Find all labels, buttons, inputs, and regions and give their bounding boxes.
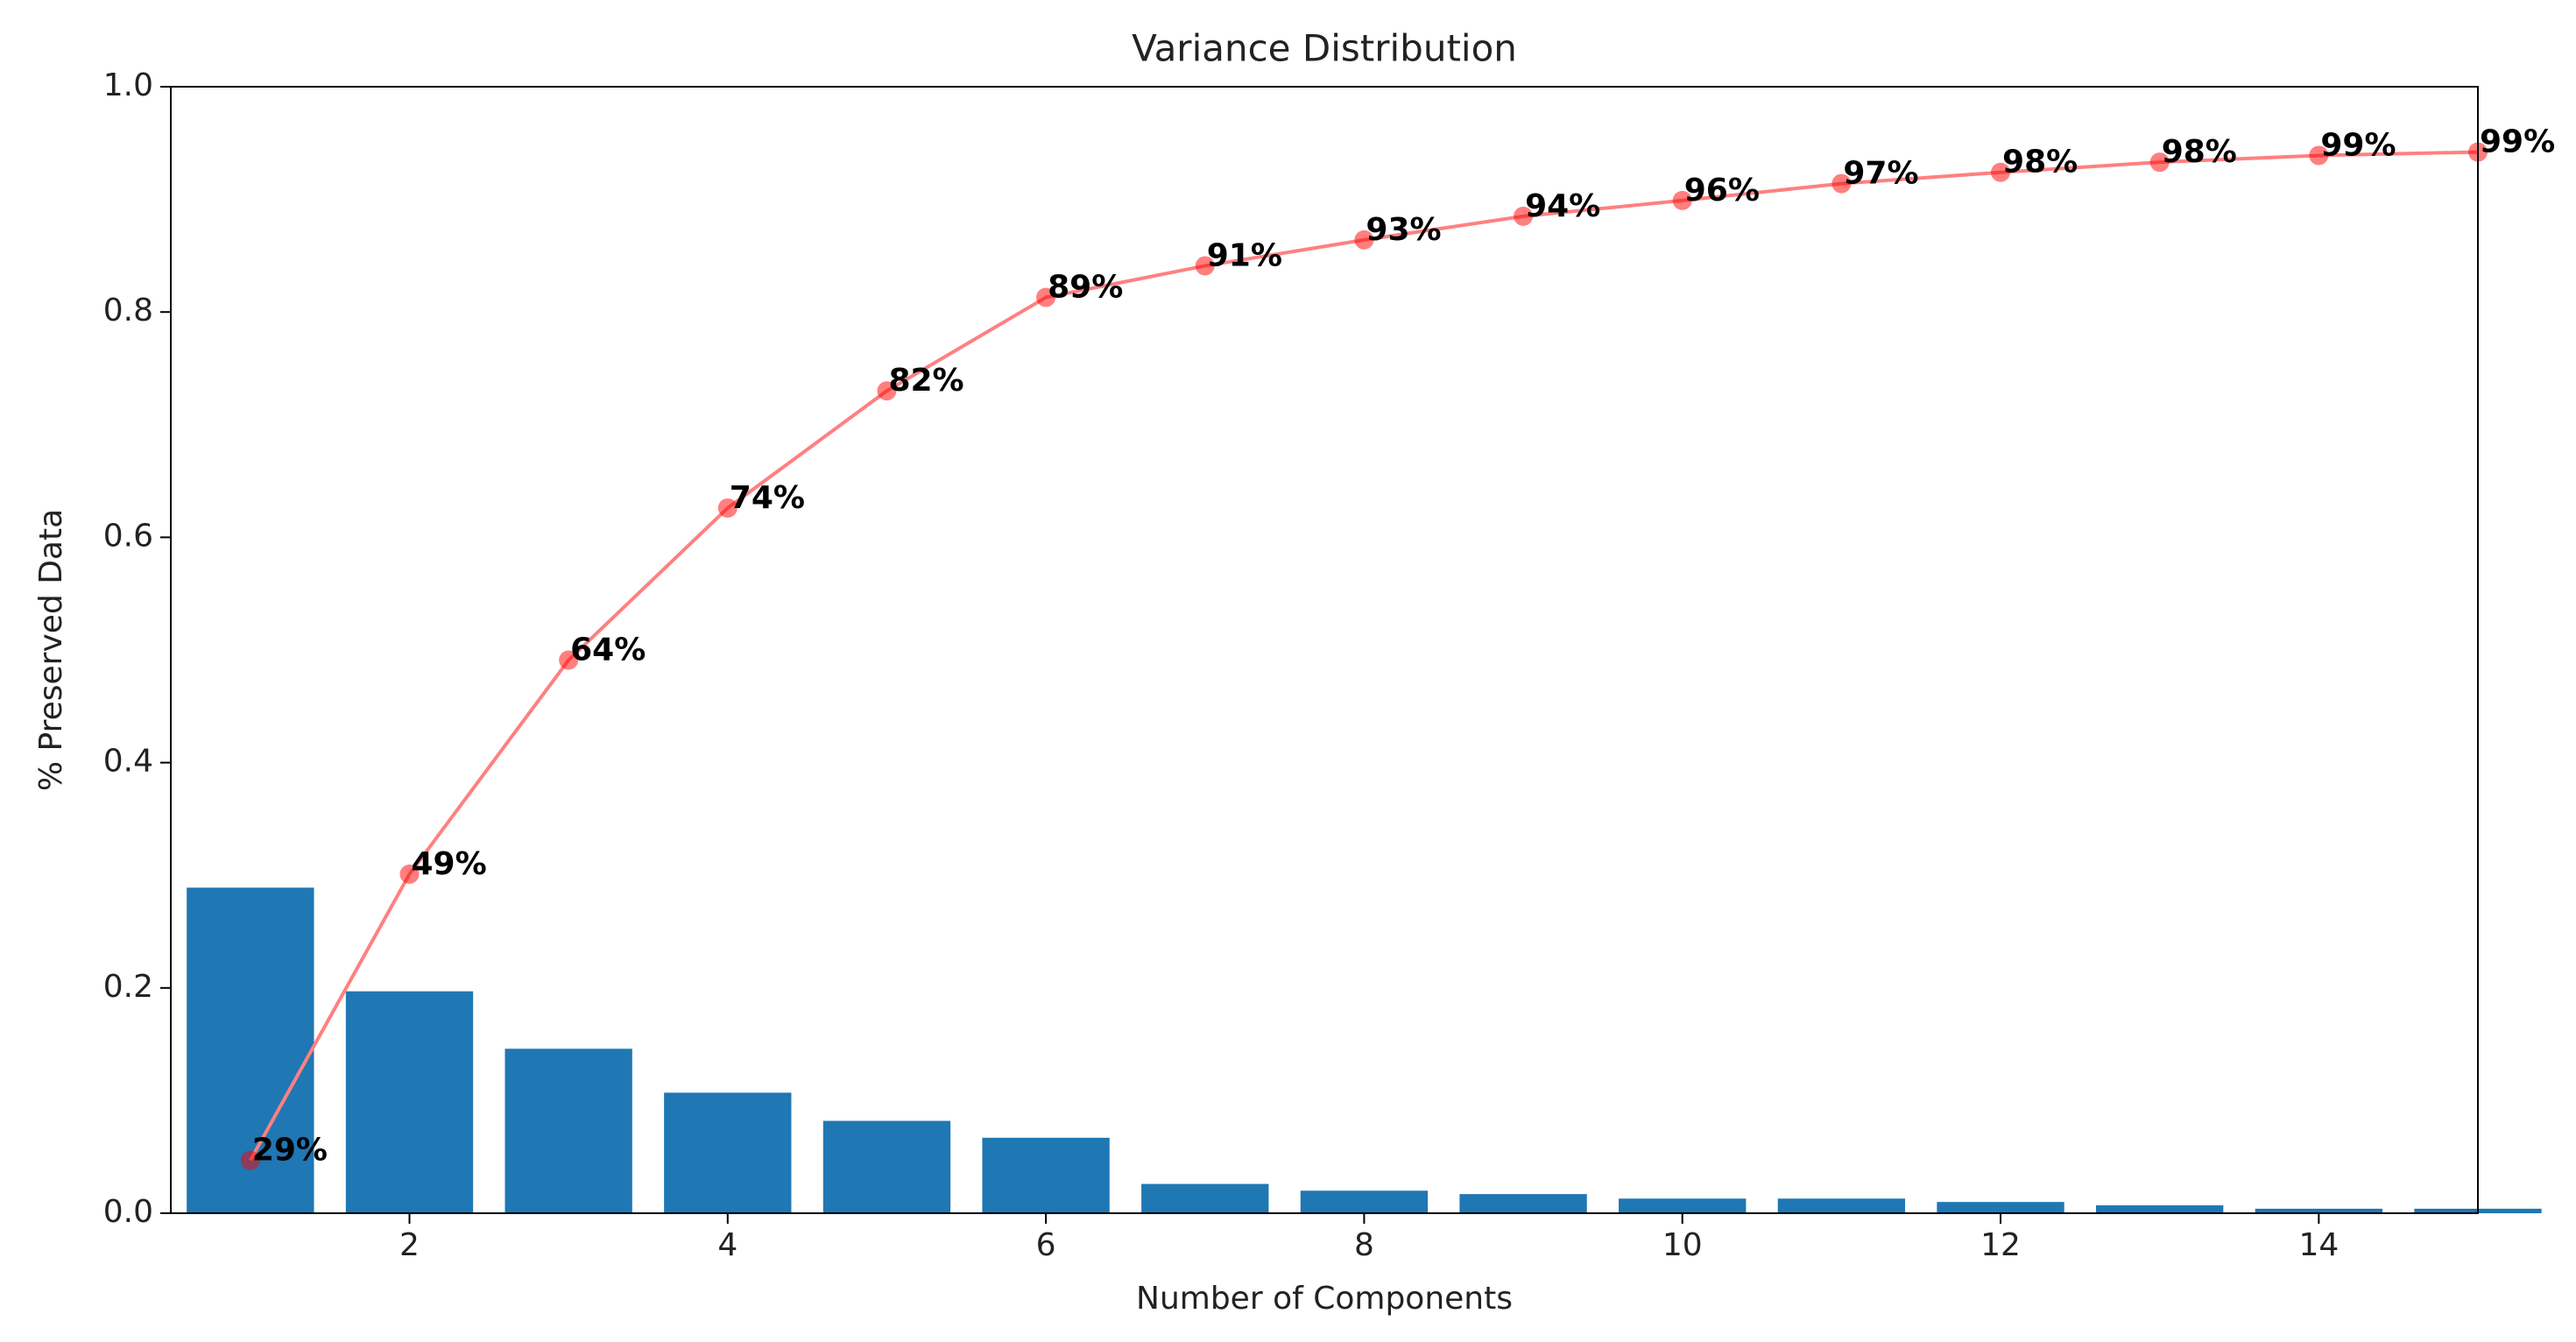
bar (1300, 1190, 1429, 1213)
plot-frame (170, 86, 2479, 1214)
point (2149, 152, 2170, 173)
x-tick-label: 14 (2298, 1227, 2339, 1263)
point (1831, 173, 1852, 194)
bar (2096, 1204, 2224, 1213)
bar (664, 1092, 792, 1213)
point-label: 64% (570, 632, 646, 668)
y-tick-label: 0.0 (103, 1194, 153, 1230)
point (559, 650, 579, 670)
bar (1937, 1202, 2064, 1213)
bar (345, 991, 474, 1213)
point-label: 29% (252, 1133, 328, 1169)
point-label: 74% (730, 480, 805, 516)
point-label: 98% (2162, 134, 2237, 170)
point-label: 98% (2002, 145, 2078, 180)
x-tick-label: 6 (1036, 1227, 1056, 1263)
x-tick-label: 2 (399, 1227, 420, 1263)
point-label: 82% (888, 363, 963, 399)
point-label: 94% (1525, 188, 1600, 224)
point (1991, 162, 2011, 182)
point-label: 93% (1366, 212, 1441, 248)
y-tick-label: 0.8 (103, 293, 153, 328)
point (2309, 145, 2329, 166)
x-tick-label: 4 (717, 1227, 738, 1263)
point-label: 97% (1843, 156, 1918, 192)
chart-title: Variance Distribution (1132, 27, 1517, 70)
point (399, 864, 420, 884)
point-label: 99% (2320, 127, 2396, 163)
point (1036, 287, 1056, 307)
point (1514, 206, 1534, 226)
point-label: 96% (1684, 173, 1760, 208)
point-label: 91% (1207, 237, 1282, 273)
bar (505, 1049, 632, 1213)
bar (2255, 1208, 2383, 1213)
y-axis-label: % Preserved Data (33, 509, 69, 791)
x-tick-label: 10 (1662, 1227, 1703, 1263)
x-tick-label: 8 (1354, 1227, 1374, 1263)
bar (1619, 1198, 1747, 1213)
bar (1459, 1194, 1587, 1213)
point (877, 381, 897, 401)
y-tick-label: 0.2 (103, 969, 153, 1005)
point-label: 89% (1048, 269, 1123, 305)
x-tick-label: 12 (1980, 1227, 2021, 1263)
point-label: 49% (411, 846, 486, 882)
y-tick-label: 0.4 (103, 744, 153, 780)
point (1672, 190, 1692, 210)
bar (822, 1120, 951, 1213)
bar (1141, 1183, 1269, 1213)
point-label: 99% (2480, 124, 2555, 160)
y-tick-label: 0.6 (103, 518, 153, 554)
point (240, 1150, 260, 1170)
bar (1777, 1198, 1906, 1213)
point (1195, 256, 1215, 276)
point (1354, 230, 1374, 250)
bar (982, 1137, 1110, 1213)
y-tick-label: 1.0 (103, 67, 153, 103)
x-axis-label: Number of Components (1136, 1281, 1513, 1317)
point (717, 498, 738, 518)
